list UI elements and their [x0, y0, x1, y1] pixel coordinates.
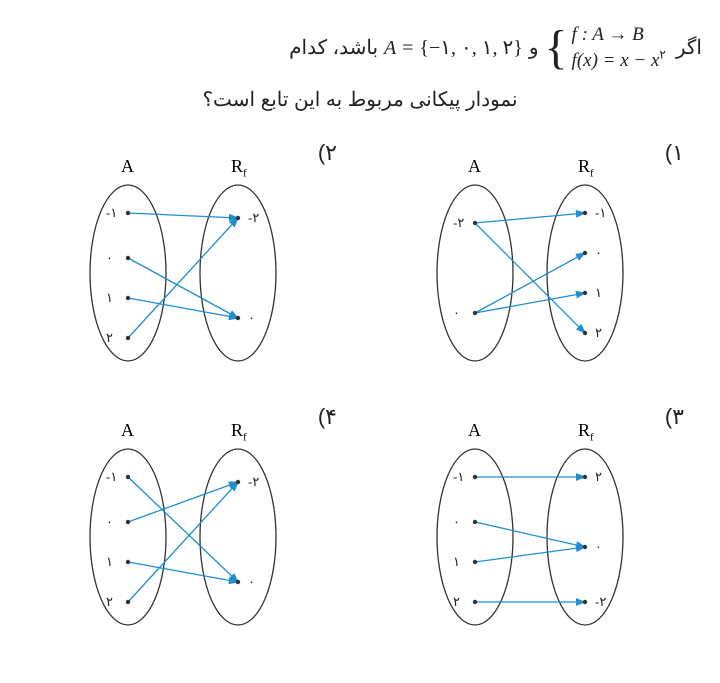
option-label-2: ۲) — [318, 140, 337, 166]
question-line-1: اگر { f : A → B f(x) = x − x۲ و A = {−۱,… — [18, 22, 702, 73]
svg-text:۲: ۲ — [595, 469, 602, 484]
svg-text:۱: ۱ — [595, 285, 602, 300]
diagram-1: -۲۰-۱۰۱۲ARf — [420, 158, 640, 368]
diagram-4: -۱۰۱۲-۲۰ARf — [73, 422, 293, 632]
func-def-2: f(x) = x − x۲ — [572, 48, 666, 74]
svg-text:۰: ۰ — [248, 574, 255, 589]
option-4: ۴) -۱۰۱۲-۲۰ARf — [18, 404, 355, 634]
svg-text:-۱: -۱ — [106, 469, 117, 484]
svg-text:۲: ۲ — [453, 594, 460, 609]
svg-text:۰: ۰ — [595, 245, 602, 260]
diagram-2: -۱۰۱۲-۲۰ARf — [73, 158, 293, 368]
svg-text:۲: ۲ — [106, 330, 113, 345]
svg-text:-۲: -۲ — [248, 474, 259, 489]
brace-icon: { — [545, 24, 568, 72]
svg-text:۲: ۲ — [106, 594, 113, 609]
option-2: ۲) -۱۰۱۲-۲۰ARf — [18, 140, 355, 370]
set-definition: A = {−۱, ۰, ۱, ۲} — [384, 35, 523, 60]
svg-text:۱: ۱ — [106, 554, 113, 569]
svg-text:۰: ۰ — [453, 305, 460, 320]
svg-text:۲: ۲ — [595, 325, 602, 340]
option-label-4: ۴) — [318, 404, 337, 430]
options-grid: ۱) -۲۰-۱۰۱۲ARf ۲) -۱۰۱۲-۲۰ARf ۳) -۱۰۱۲۲۰… — [18, 140, 702, 634]
svg-text:۰: ۰ — [453, 514, 460, 529]
and-word: و — [529, 35, 539, 60]
svg-text:۰: ۰ — [106, 250, 113, 265]
option-label-3: ۳) — [665, 404, 684, 430]
diagram-3: -۱۰۱۲۲۰-۲ARf — [420, 422, 640, 632]
svg-text:-۱: -۱ — [106, 205, 117, 220]
svg-text:۱: ۱ — [453, 554, 460, 569]
svg-text:-۱: -۱ — [595, 205, 606, 220]
svg-text:۰: ۰ — [248, 310, 255, 325]
question-line-2: نمودار پیکانی مربوط به این تابع است؟ — [18, 87, 702, 112]
func-def-1: f : A → B — [572, 22, 666, 48]
svg-text:۱: ۱ — [106, 290, 113, 305]
option-label-1: ۱) — [665, 140, 684, 166]
svg-text:۰: ۰ — [106, 514, 113, 529]
prefix: اگر — [676, 35, 702, 60]
svg-text:-۱: -۱ — [453, 469, 464, 484]
svg-text:۰: ۰ — [595, 539, 602, 554]
option-1: ۱) -۲۰-۱۰۱۲ARf — [365, 140, 702, 370]
svg-text:-۲: -۲ — [453, 215, 464, 230]
svg-text:-۲: -۲ — [248, 210, 259, 225]
svg-text:-۲: -۲ — [595, 594, 606, 609]
brace-group: { f : A → B f(x) = x − x۲ — [545, 22, 670, 73]
option-3: ۳) -۱۰۱۲۲۰-۲ARf — [365, 404, 702, 634]
suffix: باشد، کدام — [289, 35, 378, 60]
